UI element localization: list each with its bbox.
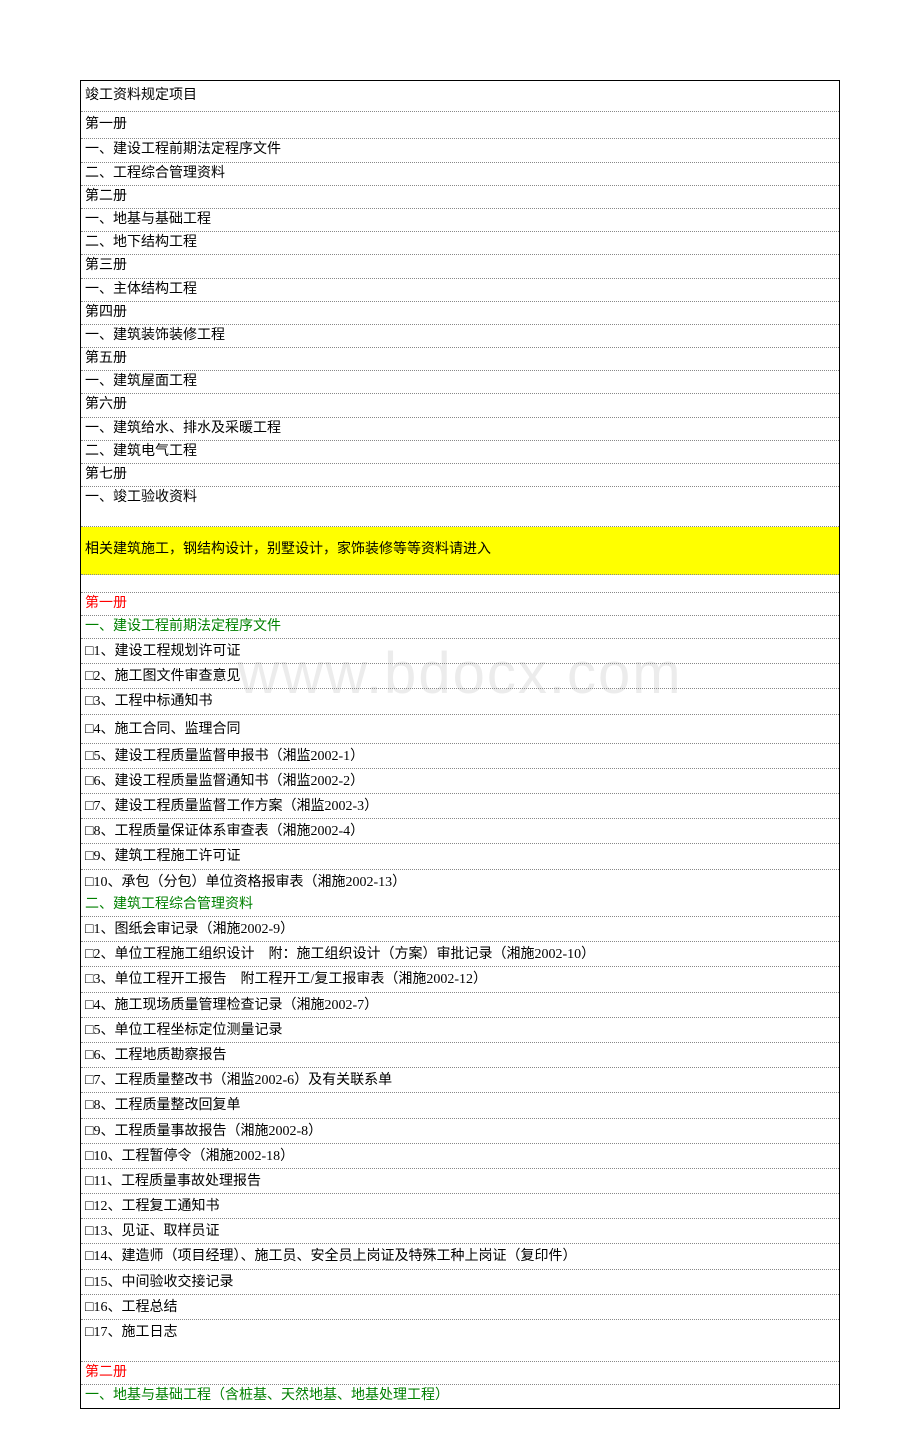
toc-row: 一、主体结构工程 — [81, 279, 839, 302]
section2-sub1-title: 一、地基与基础工程（含桩基、天然地基、地基处理工程） — [81, 1385, 839, 1407]
checkbox-icon: □ — [85, 1095, 93, 1113]
checkbox-icon: □ — [85, 1045, 93, 1063]
toc-row: 第六册 — [81, 394, 839, 417]
toc-row: 二、地下结构工程 — [81, 232, 839, 255]
checkbox-icon: □ — [85, 746, 93, 764]
checkbox-icon: □ — [85, 1246, 93, 1264]
checklist-item: □17、施工日志 — [81, 1320, 839, 1344]
checklist-item: □3、工程中标通知书 — [81, 689, 839, 714]
checkbox-icon: □ — [85, 969, 93, 987]
checklist-item: □9、工程质量事故报告（湘施2002-8） — [81, 1119, 839, 1144]
checkbox-icon: □ — [85, 846, 93, 864]
checkbox-icon: □ — [85, 796, 93, 814]
checkbox-icon: □ — [85, 821, 93, 839]
checklist-item: □10、承包（分包）单位资格报审表（湘施2002-13） — [81, 870, 839, 894]
highlight-row: 相关建筑施工，钢结构设计，别墅设计，家饰装修等等资料请进入 — [81, 527, 839, 574]
toc-row: 一、建筑给水、排水及采暖工程 — [81, 418, 839, 441]
checklist-item: □2、单位工程施工组织设计 附：施工组织设计（方案）审批记录（湘施2002-10… — [81, 942, 839, 967]
document-table: 竣工资料规定项目 第一册一、建设工程前期法定程序文件二、工程综合管理资料第二册一… — [80, 80, 840, 1409]
checklist-item: □4、施工现场质量管理检查记录（湘施2002-7） — [81, 993, 839, 1018]
checklist-item: □12、工程复工通知书 — [81, 1194, 839, 1219]
toc-row: 一、建筑装饰装修工程 — [81, 325, 839, 348]
toc-row: 一、地基与基础工程 — [81, 209, 839, 232]
toc-row: 一、竣工验收资料 — [81, 487, 839, 509]
checklist-item: □4、施工合同、监理合同 — [81, 715, 839, 744]
checkbox-icon: □ — [85, 641, 93, 659]
checklist-item: □6、工程地质勘察报告 — [81, 1043, 839, 1068]
empty-row — [81, 1344, 839, 1362]
toc-row: 第一册 — [81, 112, 839, 139]
section1-sub2-title: 二、建筑工程综合管理资料 — [81, 894, 839, 917]
checkbox-icon: □ — [85, 1146, 93, 1164]
toc-row: 第二册 — [81, 186, 839, 209]
checkbox-icon: □ — [85, 995, 93, 1013]
checkbox-icon: □ — [85, 872, 93, 890]
checkbox-icon: □ — [85, 1221, 93, 1239]
checklist-item: □3、单位工程开工报告 附工程开工/复工报审表（湘施2002-12） — [81, 967, 839, 992]
toc-row: 二、工程综合管理资料 — [81, 163, 839, 186]
section2-title: 第二册 — [81, 1362, 839, 1385]
toc-row: 第七册 — [81, 464, 839, 487]
checklist-item: □16、工程总结 — [81, 1295, 839, 1320]
checkbox-icon: □ — [85, 1171, 93, 1189]
toc-row: 第三册 — [81, 255, 839, 278]
checklist-item: □7、工程质量整改书（湘监2002-6）及有关联系单 — [81, 1068, 839, 1093]
checklist-item: □9、建筑工程施工许可证 — [81, 844, 839, 869]
toc-row: 一、建设工程前期法定程序文件 — [81, 139, 839, 162]
checkbox-icon: □ — [85, 1322, 93, 1340]
checklist-item: □10、工程暂停令（湘施2002-18） — [81, 1144, 839, 1169]
empty-row — [81, 509, 839, 527]
checklist-item: □8、工程质量保证体系审查表（湘施2002-4） — [81, 819, 839, 844]
toc-row: 二、建筑电气工程 — [81, 441, 839, 464]
empty-row — [81, 575, 839, 593]
checkbox-icon: □ — [85, 1272, 93, 1290]
section1-sub1-title: 一、建设工程前期法定程序文件 — [81, 616, 839, 639]
checklist-item: □1、建设工程规划许可证 — [81, 639, 839, 664]
checkbox-icon: □ — [85, 666, 93, 684]
checkbox-icon: □ — [85, 919, 93, 937]
checkbox-icon: □ — [85, 1297, 93, 1315]
checklist-item: □11、工程质量事故处理报告 — [81, 1169, 839, 1194]
checklist-item: □5、建设工程质量监督申报书（湘监2002-1） — [81, 744, 839, 769]
checklist-item: □8、工程质量整改回复单 — [81, 1093, 839, 1118]
checklist-item: □2、施工图文件审查意见 — [81, 664, 839, 689]
checkbox-icon: □ — [85, 719, 93, 737]
checklist-item: □5、单位工程坐标定位测量记录 — [81, 1018, 839, 1043]
checkbox-icon: □ — [85, 1020, 93, 1038]
toc-row: 第四册 — [81, 302, 839, 325]
checklist-item: □6、建设工程质量监督通知书（湘监2002-2） — [81, 769, 839, 794]
toc-row: 第五册 — [81, 348, 839, 371]
checkbox-icon: □ — [85, 944, 93, 962]
checklist-item: □7、建设工程质量监督工作方案（湘监2002-3） — [81, 794, 839, 819]
checkbox-icon: □ — [85, 1196, 93, 1214]
checkbox-icon: □ — [85, 1070, 93, 1088]
header-row: 竣工资料规定项目 — [81, 81, 839, 112]
checkbox-icon: □ — [85, 1121, 93, 1139]
checklist-item: □1、图纸会审记录（湘施2002-9） — [81, 917, 839, 942]
checkbox-icon: □ — [85, 771, 93, 789]
section1-title: 第一册 — [81, 593, 839, 616]
checklist-item: □15、中间验收交接记录 — [81, 1270, 839, 1295]
toc-row: 一、建筑屋面工程 — [81, 371, 839, 394]
checklist-item: □14、建造师（项目经理）、施工员、安全员上岗证及特殊工种上岗证（复印件） — [81, 1244, 839, 1269]
checklist-item: □13、见证、取样员证 — [81, 1219, 839, 1244]
checkbox-icon: □ — [85, 691, 93, 709]
